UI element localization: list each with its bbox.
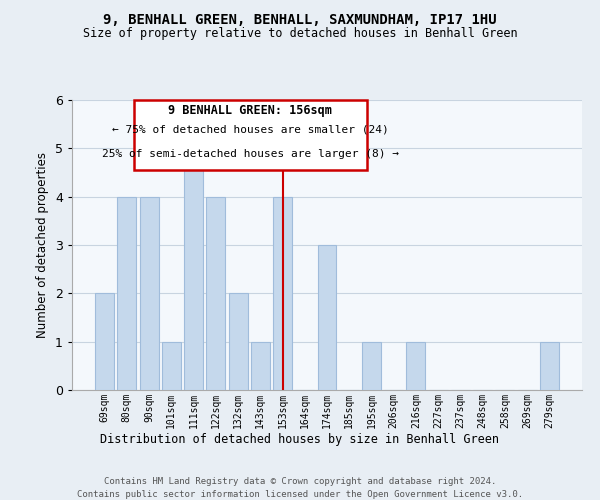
Bar [162,342,181,390]
Text: Contains public sector information licensed under the Open Government Licence v3: Contains public sector information licen… [77,490,523,499]
Text: Distribution of detached houses by size in Benhall Green: Distribution of detached houses by size … [101,432,499,446]
Bar [406,342,425,390]
Bar [273,196,292,390]
Bar [251,342,270,390]
Y-axis label: Number of detached properties: Number of detached properties [37,152,49,338]
Text: 9, BENHALL GREEN, BENHALL, SAXMUNDHAM, IP17 1HU: 9, BENHALL GREEN, BENHALL, SAXMUNDHAM, I… [103,12,497,26]
Text: Contains HM Land Registry data © Crown copyright and database right 2024.: Contains HM Land Registry data © Crown c… [104,478,496,486]
Bar [362,342,381,390]
Bar [229,294,248,390]
Bar [540,342,559,390]
Text: 9 BENHALL GREEN: 156sqm: 9 BENHALL GREEN: 156sqm [169,104,332,117]
Text: ← 75% of detached houses are smaller (24): ← 75% of detached houses are smaller (24… [112,125,389,135]
Bar [206,196,225,390]
Text: Size of property relative to detached houses in Benhall Green: Size of property relative to detached ho… [83,28,517,40]
Bar [317,245,337,390]
FancyBboxPatch shape [134,100,367,170]
Text: 25% of semi-detached houses are larger (8) →: 25% of semi-detached houses are larger (… [102,149,399,159]
Bar [95,294,114,390]
Bar [118,196,136,390]
Bar [140,196,158,390]
Bar [184,148,203,390]
